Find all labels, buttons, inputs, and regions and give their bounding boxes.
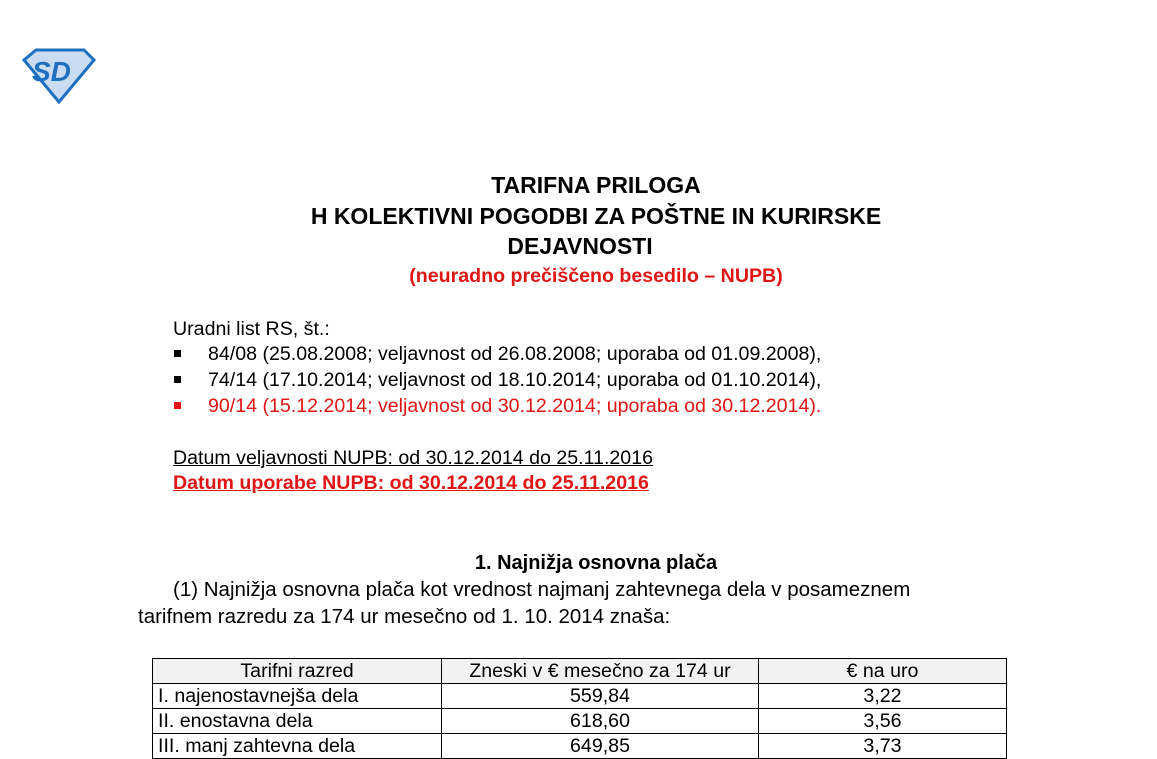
table-row: I. najenostavnejša dela 559,84 3,22 [152, 683, 1007, 709]
table-row: II. enostavna dela 618,60 3,56 [152, 708, 1007, 734]
gazette-heading: Uradni list RS, št.: [173, 318, 330, 340]
paragraph-line-2: tarifnem razredu za 174 ur mesečno od 1.… [138, 605, 671, 628]
gazette-item: 90/14 (15.12.2014; veljavnost od 30.12.2… [208, 395, 822, 417]
gazette-item: 74/14 (17.10.2014; veljavnost od 18.10.2… [208, 369, 822, 391]
paragraph-line-1: (1) Najnižja osnovna plača kot vrednost … [173, 578, 911, 601]
section-heading: 1. Najnižja osnovna plača [474, 552, 718, 574]
table-row: III. manj zahtevna dela 649,85 3,73 [152, 733, 1007, 759]
header-cell: € na uro [758, 658, 1007, 684]
cell-hourly: 3,56 [758, 708, 1007, 734]
subtitle: (neuradno prečiščeno besedilo – NUPB) [409, 265, 783, 287]
logo-icon: SD [22, 48, 96, 104]
header-cell: Zneski v € mesečno za 174 ur [441, 658, 759, 684]
bullet-icon [174, 376, 181, 383]
cell-monthly: 559,84 [441, 683, 759, 709]
cell-monthly: 649,85 [441, 733, 759, 759]
logo-text: SD [32, 56, 71, 87]
cell-hourly: 3,22 [758, 683, 1007, 709]
title-line-2: H KOLEKTIVNI POGODBI ZA POŠTNE IN KURIRS… [310, 203, 882, 229]
table-header-row: Tarifni razred Zneski v € mesečno za 174… [152, 658, 1007, 684]
bullet-icon [174, 350, 181, 357]
title-line-1: TARIFNA PRILOGA [491, 172, 701, 198]
bullet-icon [174, 402, 181, 409]
cell-class: II. enostavna dela [152, 708, 442, 734]
cell-hourly: 3,73 [758, 733, 1007, 759]
usage-date: Datum uporabe NUPB: od 30.12.2014 do 25.… [173, 472, 649, 494]
gazette-item: 84/08 (25.08.2008; veljavnost od 26.08.2… [208, 343, 822, 365]
cell-monthly: 618,60 [441, 708, 759, 734]
tariff-table: Tarifni razred Zneski v € mesečno za 174… [152, 658, 1007, 759]
cell-class: I. najenostavnejša dela [152, 683, 442, 709]
cell-class: III. manj zahtevna dela [152, 733, 442, 759]
header-cell: Tarifni razred [152, 658, 442, 684]
validity-date: Datum veljavnosti NUPB: od 30.12.2014 do… [173, 447, 653, 469]
title-line-3: DEJAVNOSTI [507, 233, 653, 259]
